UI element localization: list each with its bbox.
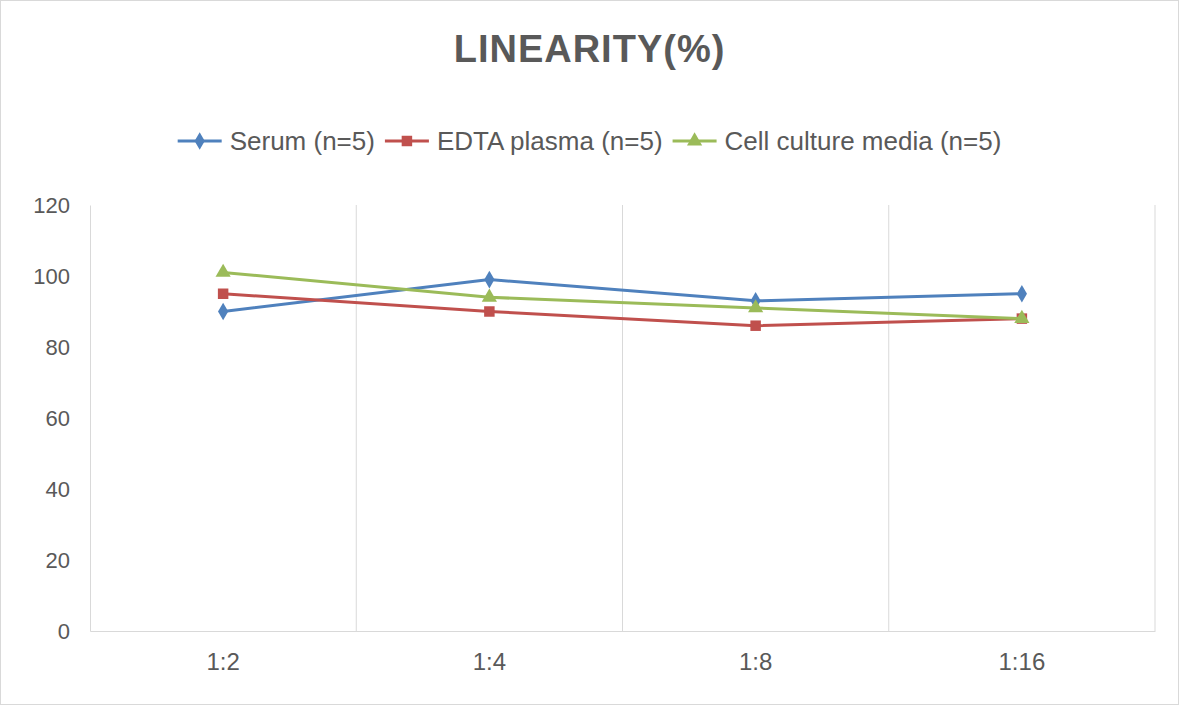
legend-marker [195, 132, 205, 150]
grid-line [622, 205, 623, 631]
y-tick: 0 [58, 619, 90, 644]
grid-line [888, 205, 889, 631]
y-tick-label: 100 [33, 264, 70, 289]
series-marker [1014, 310, 1029, 323]
y-tick: 100 [33, 264, 90, 289]
series-marker [748, 299, 763, 312]
y-tick: 40 [46, 477, 90, 502]
legend-marker [687, 132, 702, 145]
x-tick: 1:8 [739, 631, 772, 675]
x-tick: 1:2 [206, 631, 239, 675]
y-tick-label: 0 [58, 619, 70, 644]
series-marker [484, 271, 494, 289]
series-line [223, 294, 1022, 326]
x-tick-label: 1:16 [999, 648, 1046, 675]
legend-item: Cell culture media (n=5) [673, 126, 1002, 156]
title: LINEARITY(%) [454, 28, 726, 70]
y-axis: 0 20 40 60 80 100 120 [33, 193, 90, 644]
legend-item: EDTA plasma (n=5) [385, 126, 663, 156]
x-tick-label: 1:4 [473, 648, 506, 675]
y-tick-label: 60 [46, 406, 70, 431]
y-tick-label: 120 [33, 193, 70, 218]
grid-line [356, 205, 357, 631]
legend-marker [402, 136, 412, 146]
y-tick-label: 20 [46, 548, 70, 573]
x-axis: 1:2 1:4 1:8 1:16 [91, 631, 1156, 675]
legend-label: Serum (n=5) [230, 126, 375, 156]
grid-line [1155, 205, 1156, 631]
x-tick: 1:16 [999, 631, 1046, 675]
series-line [223, 272, 1022, 318]
series-marker [218, 303, 228, 321]
x-axis-line [91, 631, 1156, 632]
x-tick-label: 1:8 [739, 648, 772, 675]
x-tick-label: 1:2 [206, 648, 239, 675]
y-tick: 120 [33, 193, 90, 218]
chart-border [1, 1, 1179, 705]
series-marker [750, 320, 760, 330]
legend-item: Serum (n=5) [178, 126, 375, 156]
series-marker [482, 289, 497, 302]
grid [356, 205, 1155, 631]
legend-label: Cell culture media (n=5) [725, 126, 1002, 156]
y-tick: 80 [46, 335, 90, 360]
y-tick: 20 [46, 548, 90, 573]
legend-label: EDTA plasma (n=5) [437, 126, 663, 156]
plot-area [216, 264, 1030, 331]
x-tick: 1:4 [473, 631, 506, 675]
y-tick-label: 40 [46, 477, 70, 502]
y-tick: 60 [46, 406, 90, 431]
series-marker [484, 306, 494, 316]
chart: LINEARITY(%) 0 20 40 60 80 100 120 1:2 1:4 1:8 1:16… [0, 0, 1179, 705]
series-marker [216, 264, 231, 277]
legend: Serum (n=5) EDTA plasma (n=5) Cell culture… [178, 126, 1002, 156]
series-marker [1017, 285, 1027, 303]
y-tick-label: 80 [46, 335, 70, 360]
y-axis-line [90, 206, 91, 632]
series-marker [218, 289, 228, 299]
